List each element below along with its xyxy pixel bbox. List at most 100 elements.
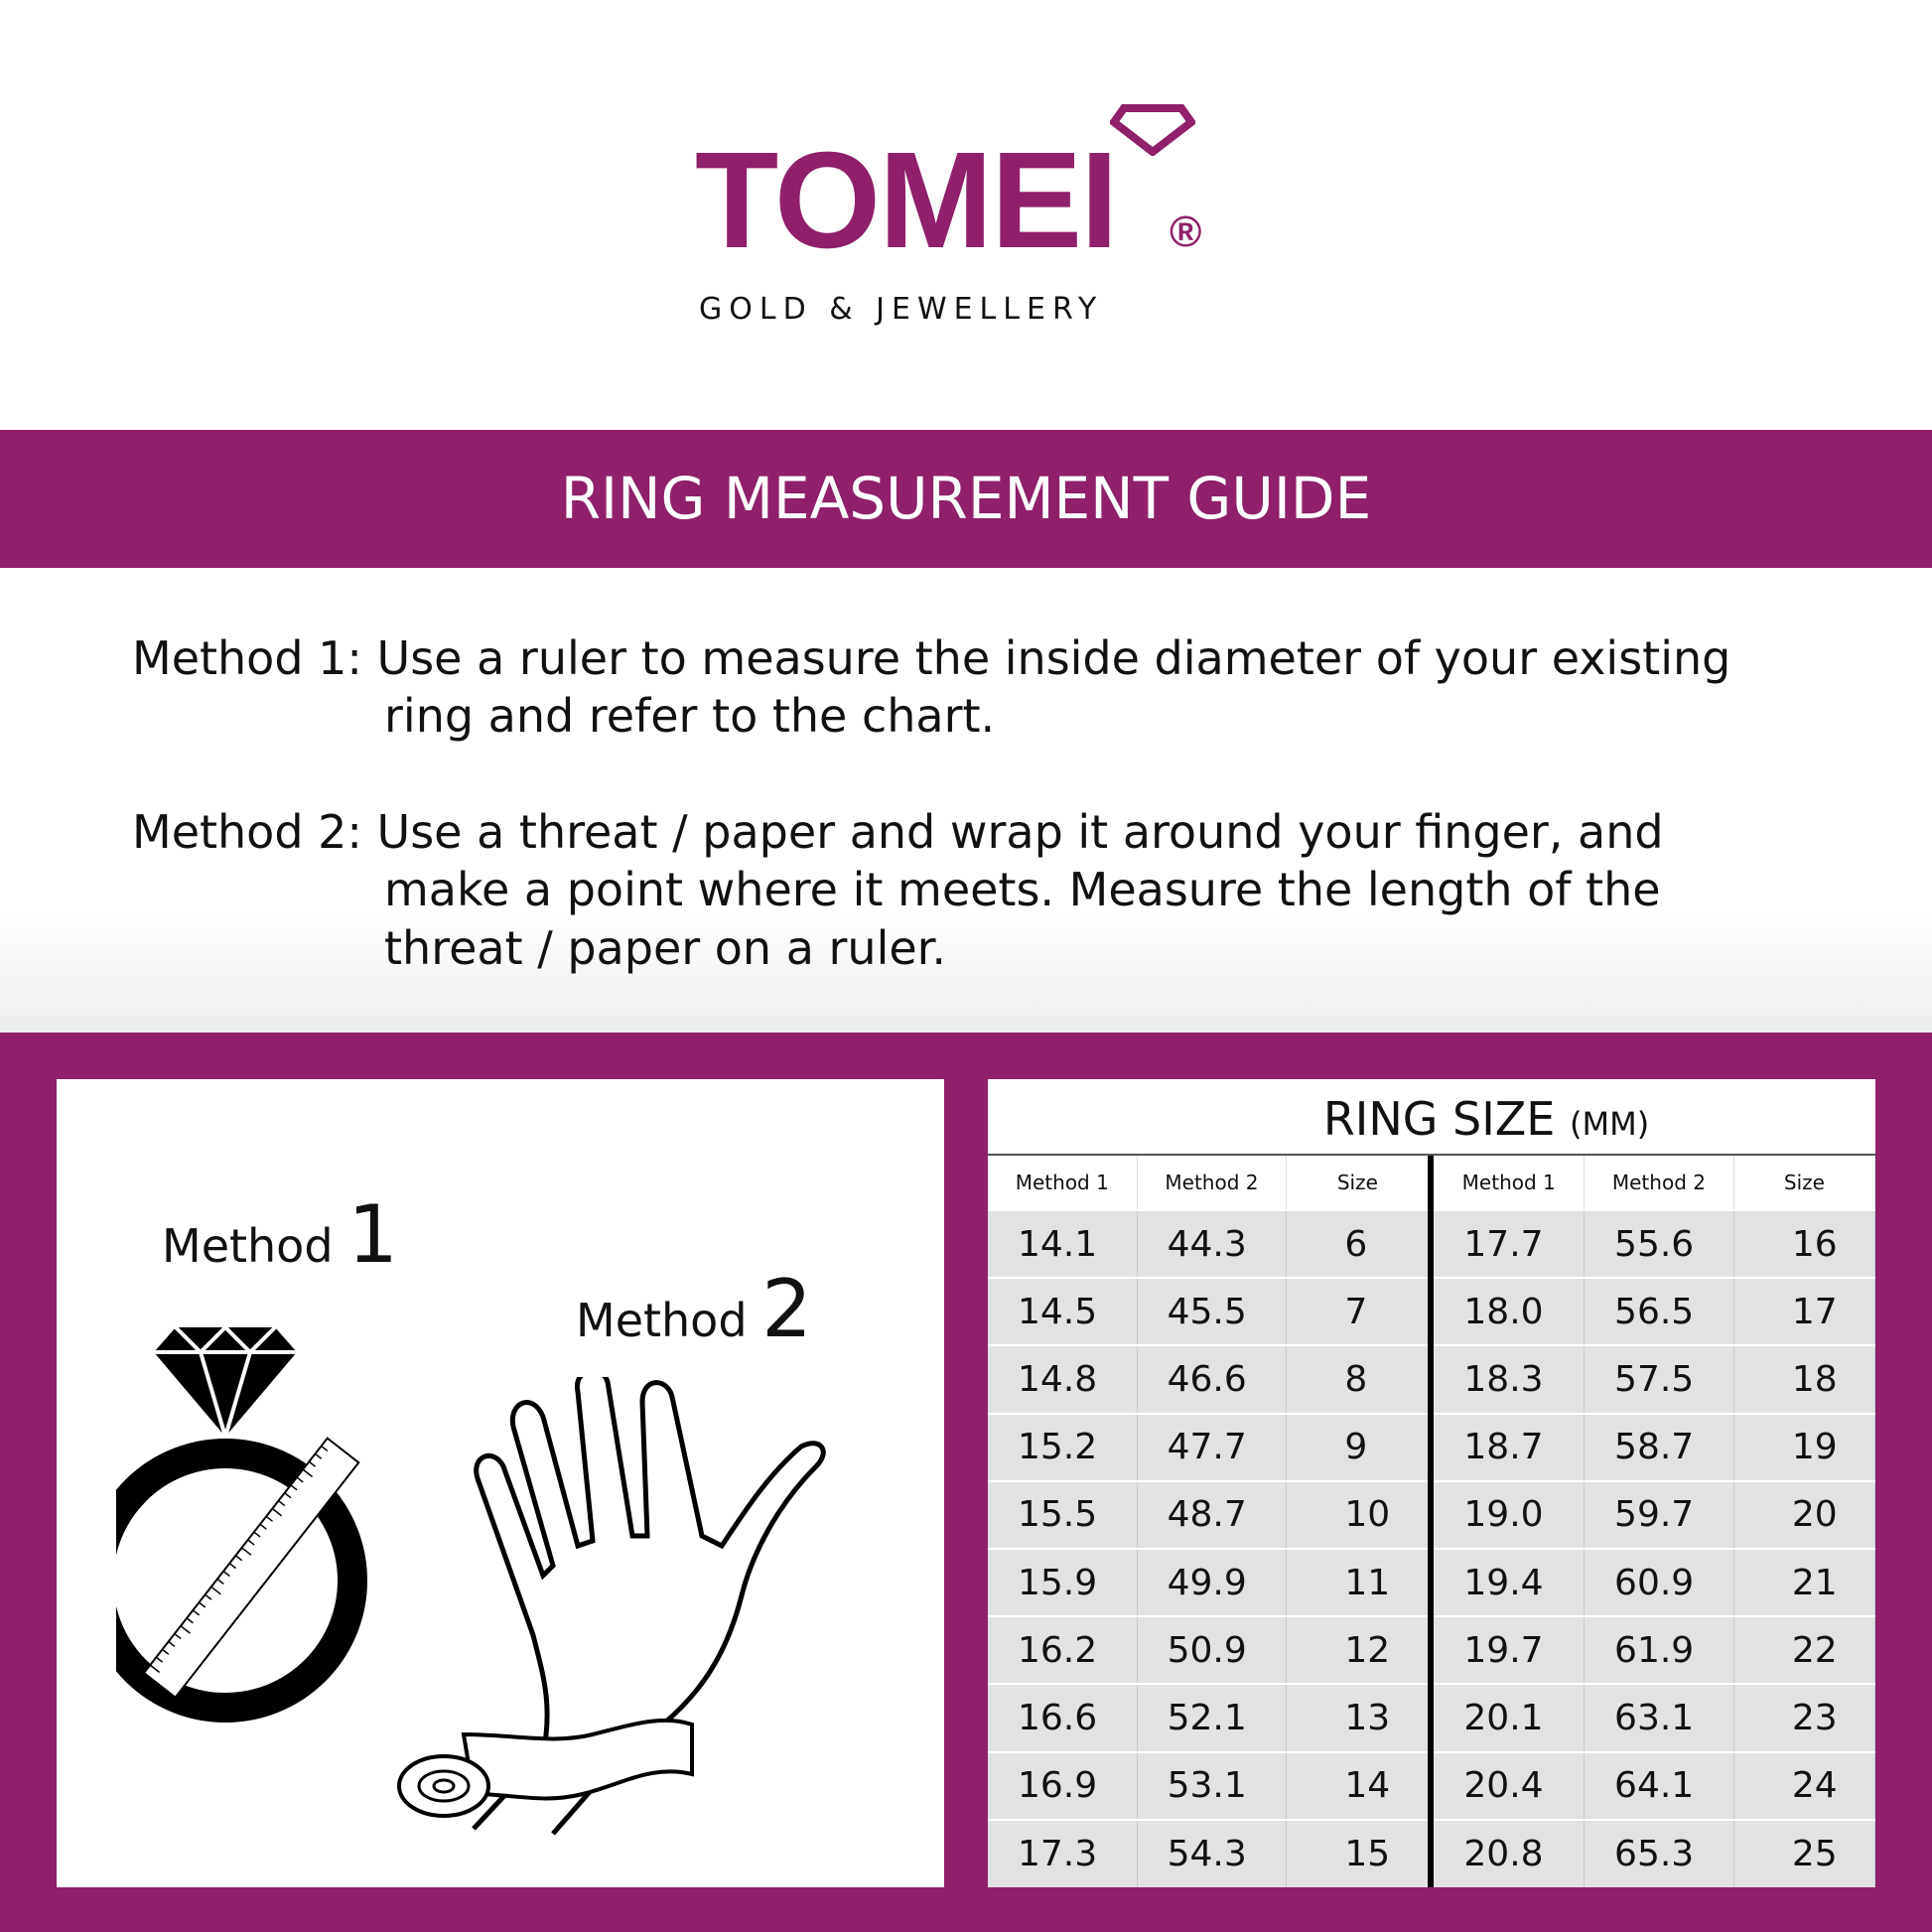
ring-size-table-panel: RING SIZE (MM) Method 1 Method 2 Size Metho… — [988, 1079, 1876, 1887]
table-row: 15.2 47.7 9 18.7 58.7 19 — [988, 1412, 1876, 1481]
table-cell: 44.3 — [1137, 1208, 1288, 1279]
method-1-line: ring and refer to the chart. — [384, 689, 996, 743]
column-header: Size — [1733, 1156, 1876, 1210]
table-cell: 20.8 — [1431, 1818, 1586, 1887]
table-cell: 19.0 — [1431, 1479, 1586, 1549]
column-header: Size — [1286, 1156, 1435, 1210]
table-cell: 16 — [1733, 1208, 1876, 1279]
method-1-label: Method 1: — [132, 631, 362, 685]
method-2-label: Method 2: — [132, 805, 362, 859]
table-cell: 52.1 — [1137, 1683, 1288, 1752]
method-2-heading: Method — [576, 1294, 748, 1347]
column-header: Method 2 — [1584, 1156, 1734, 1210]
table-cell: 21 — [1733, 1547, 1876, 1617]
table-title: RING SIZE (MM) — [988, 1079, 1875, 1156]
table-cell: 8 — [1286, 1344, 1435, 1414]
hand-tape-icon — [397, 1377, 826, 1836]
table-cell: 15.2 — [988, 1412, 1138, 1481]
table-cell: 18 — [1733, 1344, 1876, 1414]
table-row: 16.2 50.9 12 19.7 61.9 22 — [988, 1615, 1876, 1685]
column-header: Method 2 — [1137, 1156, 1288, 1210]
table-cell: 12 — [1286, 1615, 1435, 1685]
table-cell: 24 — [1733, 1750, 1876, 1820]
table-cell: 9 — [1286, 1412, 1435, 1481]
table-row: 16.9 53.1 14 20.4 64.1 24 — [988, 1750, 1876, 1820]
ring-ruler-icon — [116, 1324, 367, 1723]
table-cell: 65.3 — [1584, 1818, 1734, 1887]
method-2-number: 2 — [761, 1263, 813, 1355]
column-header: Method 1 — [1431, 1156, 1586, 1210]
method-2-line: Use a threat / paper and wrap it around … — [376, 805, 1664, 859]
table-cell: 13 — [1286, 1683, 1435, 1752]
background-fade — [0, 913, 1932, 1033]
table-cell: 14 — [1286, 1750, 1435, 1820]
table-cell: 18.7 — [1431, 1412, 1586, 1481]
table-cell: 53.1 — [1137, 1750, 1288, 1820]
table-row: 16.6 52.1 13 20.1 63.1 23 — [988, 1683, 1876, 1752]
table-cell: 23 — [1733, 1683, 1876, 1752]
page-title: RING MEASUREMENT GUIDE — [0, 430, 1932, 568]
method-2-line: threat / paper on a ruler. — [384, 921, 946, 975]
table-cell: 19.4 — [1431, 1547, 1586, 1617]
table-cell: 59.7 — [1584, 1479, 1734, 1549]
method-1-line: Use a ruler to measure the inside diamet… — [376, 631, 1731, 685]
table-cell: 54.3 — [1137, 1818, 1288, 1887]
table-cell: 17.3 — [988, 1818, 1138, 1887]
table-cell: 7 — [1286, 1277, 1435, 1346]
table-cell: 16.6 — [988, 1683, 1138, 1752]
table-cell: 48.7 — [1137, 1479, 1288, 1549]
table-cell: 64.1 — [1584, 1750, 1734, 1820]
table-row: 17.3 54.3 15 20.8 65.3 25 — [988, 1818, 1876, 1887]
table-title-text: RING SIZE — [1322, 1092, 1556, 1146]
illustration-panel: Method 1 Method 2 — [57, 1079, 944, 1887]
table-cell: 61.9 — [1584, 1615, 1734, 1685]
table-cell: 18.0 — [1431, 1277, 1586, 1346]
table-cell: 16.2 — [988, 1615, 1138, 1685]
table-cell: 60.9 — [1584, 1547, 1734, 1617]
table-cell: 55.6 — [1584, 1208, 1734, 1279]
brand-tagline: GOLD & JEWELLERY — [699, 292, 1104, 327]
table-cell: 20 — [1733, 1479, 1876, 1549]
diamond-icon — [1110, 104, 1195, 156]
column-header: Method 1 — [988, 1156, 1138, 1210]
table-cell: 20.1 — [1431, 1683, 1586, 1752]
table-cell: 56.5 — [1584, 1277, 1734, 1346]
table-cell: 19.7 — [1431, 1615, 1586, 1685]
table-cell: 58.7 — [1584, 1412, 1734, 1481]
method-2-line: make a point where it meets. Measure the… — [384, 863, 1661, 916]
table-row: 15.9 49.9 11 19.4 60.9 21 — [988, 1547, 1876, 1617]
table-cell: 14.8 — [988, 1344, 1138, 1414]
table-header-row: Method 1 Method 2 Size Method 1 Method 2 Size — [988, 1156, 1876, 1210]
table-cell: 45.5 — [1137, 1277, 1288, 1346]
table-cell: 63.1 — [1584, 1683, 1734, 1752]
table-cell: 47.7 — [1137, 1412, 1288, 1481]
method-1-heading: Method — [162, 1219, 334, 1273]
table-cell: 14.1 — [988, 1208, 1138, 1279]
table-cell: 11 — [1286, 1547, 1435, 1617]
table-cell: 15.9 — [988, 1547, 1138, 1617]
table-cell: 17.7 — [1431, 1208, 1586, 1279]
ring-size-table: Method 1 Method 2 Size Method 1 Method 2 Size… — [988, 1156, 1876, 1887]
table-cell: 18.3 — [1431, 1344, 1586, 1414]
table-row: 14.5 45.5 7 18.0 56.5 17 — [988, 1277, 1876, 1346]
table-cell: 10 — [1286, 1479, 1435, 1549]
brand-name: TOMEI — [695, 124, 1118, 277]
table-cell: 50.9 — [1137, 1615, 1288, 1685]
table-cell: 46.6 — [1137, 1344, 1288, 1414]
table-row: 14.8 46.6 8 18.3 57.5 18 — [988, 1344, 1876, 1414]
table-cell: 49.9 — [1137, 1547, 1288, 1617]
table-cell: 22 — [1733, 1615, 1876, 1685]
table-cell: 57.5 — [1584, 1344, 1734, 1414]
table-cell: 16.9 — [988, 1750, 1138, 1820]
table-cell: 15 — [1286, 1818, 1435, 1887]
brand-logo: TOMEI ® GOLD & JEWELLERY — [695, 104, 1251, 331]
table-cell: 14.5 — [988, 1277, 1138, 1346]
registered-mark: ® — [1170, 207, 1202, 256]
table-cell: 15.5 — [988, 1479, 1138, 1549]
table-row: 14.1 44.3 6 17.7 55.6 16 — [988, 1208, 1876, 1279]
table-unit: (MM) — [1570, 1105, 1650, 1143]
method-1-number: 1 — [347, 1188, 399, 1281]
table-cell: 17 — [1733, 1277, 1876, 1346]
table-row: 15.5 48.7 10 19.0 59.7 20 — [988, 1479, 1876, 1549]
table-cell: 25 — [1733, 1818, 1876, 1887]
